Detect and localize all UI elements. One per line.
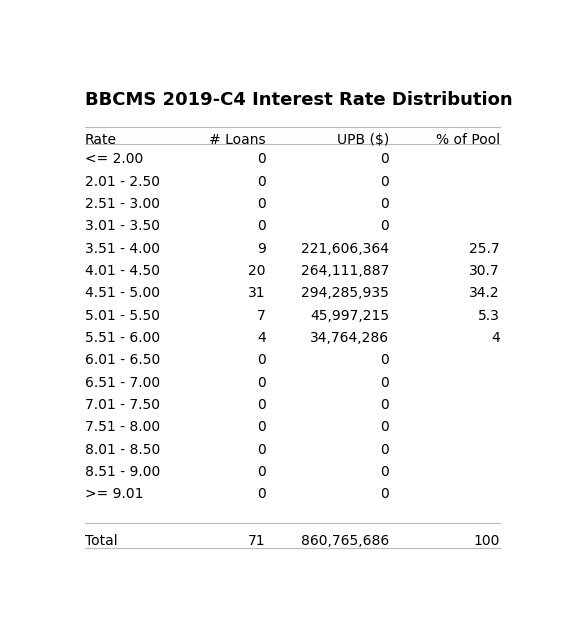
Text: 100: 100 <box>473 534 500 548</box>
Text: 34.2: 34.2 <box>469 287 500 301</box>
Text: 0: 0 <box>381 152 389 166</box>
Text: 0: 0 <box>257 376 266 390</box>
Text: 45,997,215: 45,997,215 <box>310 309 389 323</box>
Text: 0: 0 <box>257 487 266 501</box>
Text: 6.51 - 7.00: 6.51 - 7.00 <box>84 376 160 390</box>
Text: 0: 0 <box>381 398 389 412</box>
Text: 20: 20 <box>248 264 266 278</box>
Text: # Loans: # Loans <box>209 133 266 147</box>
Text: 4.51 - 5.00: 4.51 - 5.00 <box>84 287 160 301</box>
Text: 0: 0 <box>381 175 389 189</box>
Text: 294,285,935: 294,285,935 <box>302 287 389 301</box>
Text: 0: 0 <box>257 443 266 457</box>
Text: % of Pool: % of Pool <box>435 133 500 147</box>
Text: 4: 4 <box>491 331 500 345</box>
Text: 221,606,364: 221,606,364 <box>302 241 389 255</box>
Text: 0: 0 <box>257 354 266 368</box>
Text: 4: 4 <box>257 331 266 345</box>
Text: 8.51 - 9.00: 8.51 - 9.00 <box>84 465 160 479</box>
Text: 0: 0 <box>381 420 389 434</box>
Text: 5.51 - 6.00: 5.51 - 6.00 <box>84 331 160 345</box>
Text: UPB ($): UPB ($) <box>337 133 389 147</box>
Text: 3.01 - 3.50: 3.01 - 3.50 <box>84 219 160 233</box>
Text: 6.01 - 6.50: 6.01 - 6.50 <box>84 354 160 368</box>
Text: 7.01 - 7.50: 7.01 - 7.50 <box>84 398 160 412</box>
Text: >= 9.01: >= 9.01 <box>84 487 143 501</box>
Text: 860,765,686: 860,765,686 <box>301 534 389 548</box>
Text: 5.01 - 5.50: 5.01 - 5.50 <box>84 309 160 323</box>
Text: 2.01 - 2.50: 2.01 - 2.50 <box>84 175 160 189</box>
Text: 0: 0 <box>257 398 266 412</box>
Text: Total: Total <box>84 534 117 548</box>
Text: 9: 9 <box>256 241 266 255</box>
Text: 0: 0 <box>381 465 389 479</box>
Text: 0: 0 <box>257 152 266 166</box>
Text: <= 2.00: <= 2.00 <box>84 152 142 166</box>
Text: 0: 0 <box>381 487 389 501</box>
Text: 34,764,286: 34,764,286 <box>310 331 389 345</box>
Text: 30.7: 30.7 <box>469 264 500 278</box>
Text: 0: 0 <box>257 420 266 434</box>
Text: 0: 0 <box>381 219 389 233</box>
Text: 3.51 - 4.00: 3.51 - 4.00 <box>84 241 160 255</box>
Text: 0: 0 <box>257 197 266 211</box>
Text: 25.7: 25.7 <box>469 241 500 255</box>
Text: 0: 0 <box>381 354 389 368</box>
Text: 0: 0 <box>381 376 389 390</box>
Text: 0: 0 <box>257 175 266 189</box>
Text: 264,111,887: 264,111,887 <box>301 264 389 278</box>
Text: 0: 0 <box>257 465 266 479</box>
Text: 0: 0 <box>257 219 266 233</box>
Text: 7.51 - 8.00: 7.51 - 8.00 <box>84 420 160 434</box>
Text: 0: 0 <box>381 443 389 457</box>
Text: 5.3: 5.3 <box>478 309 500 323</box>
Text: 8.01 - 8.50: 8.01 - 8.50 <box>84 443 160 457</box>
Text: 7: 7 <box>257 309 266 323</box>
Text: 4.01 - 4.50: 4.01 - 4.50 <box>84 264 160 278</box>
Text: BBCMS 2019-C4 Interest Rate Distribution: BBCMS 2019-C4 Interest Rate Distribution <box>84 91 512 109</box>
Text: Rate: Rate <box>84 133 116 147</box>
Text: 31: 31 <box>248 287 266 301</box>
Text: 2.51 - 3.00: 2.51 - 3.00 <box>84 197 160 211</box>
Text: 71: 71 <box>248 534 266 548</box>
Text: 0: 0 <box>381 197 389 211</box>
